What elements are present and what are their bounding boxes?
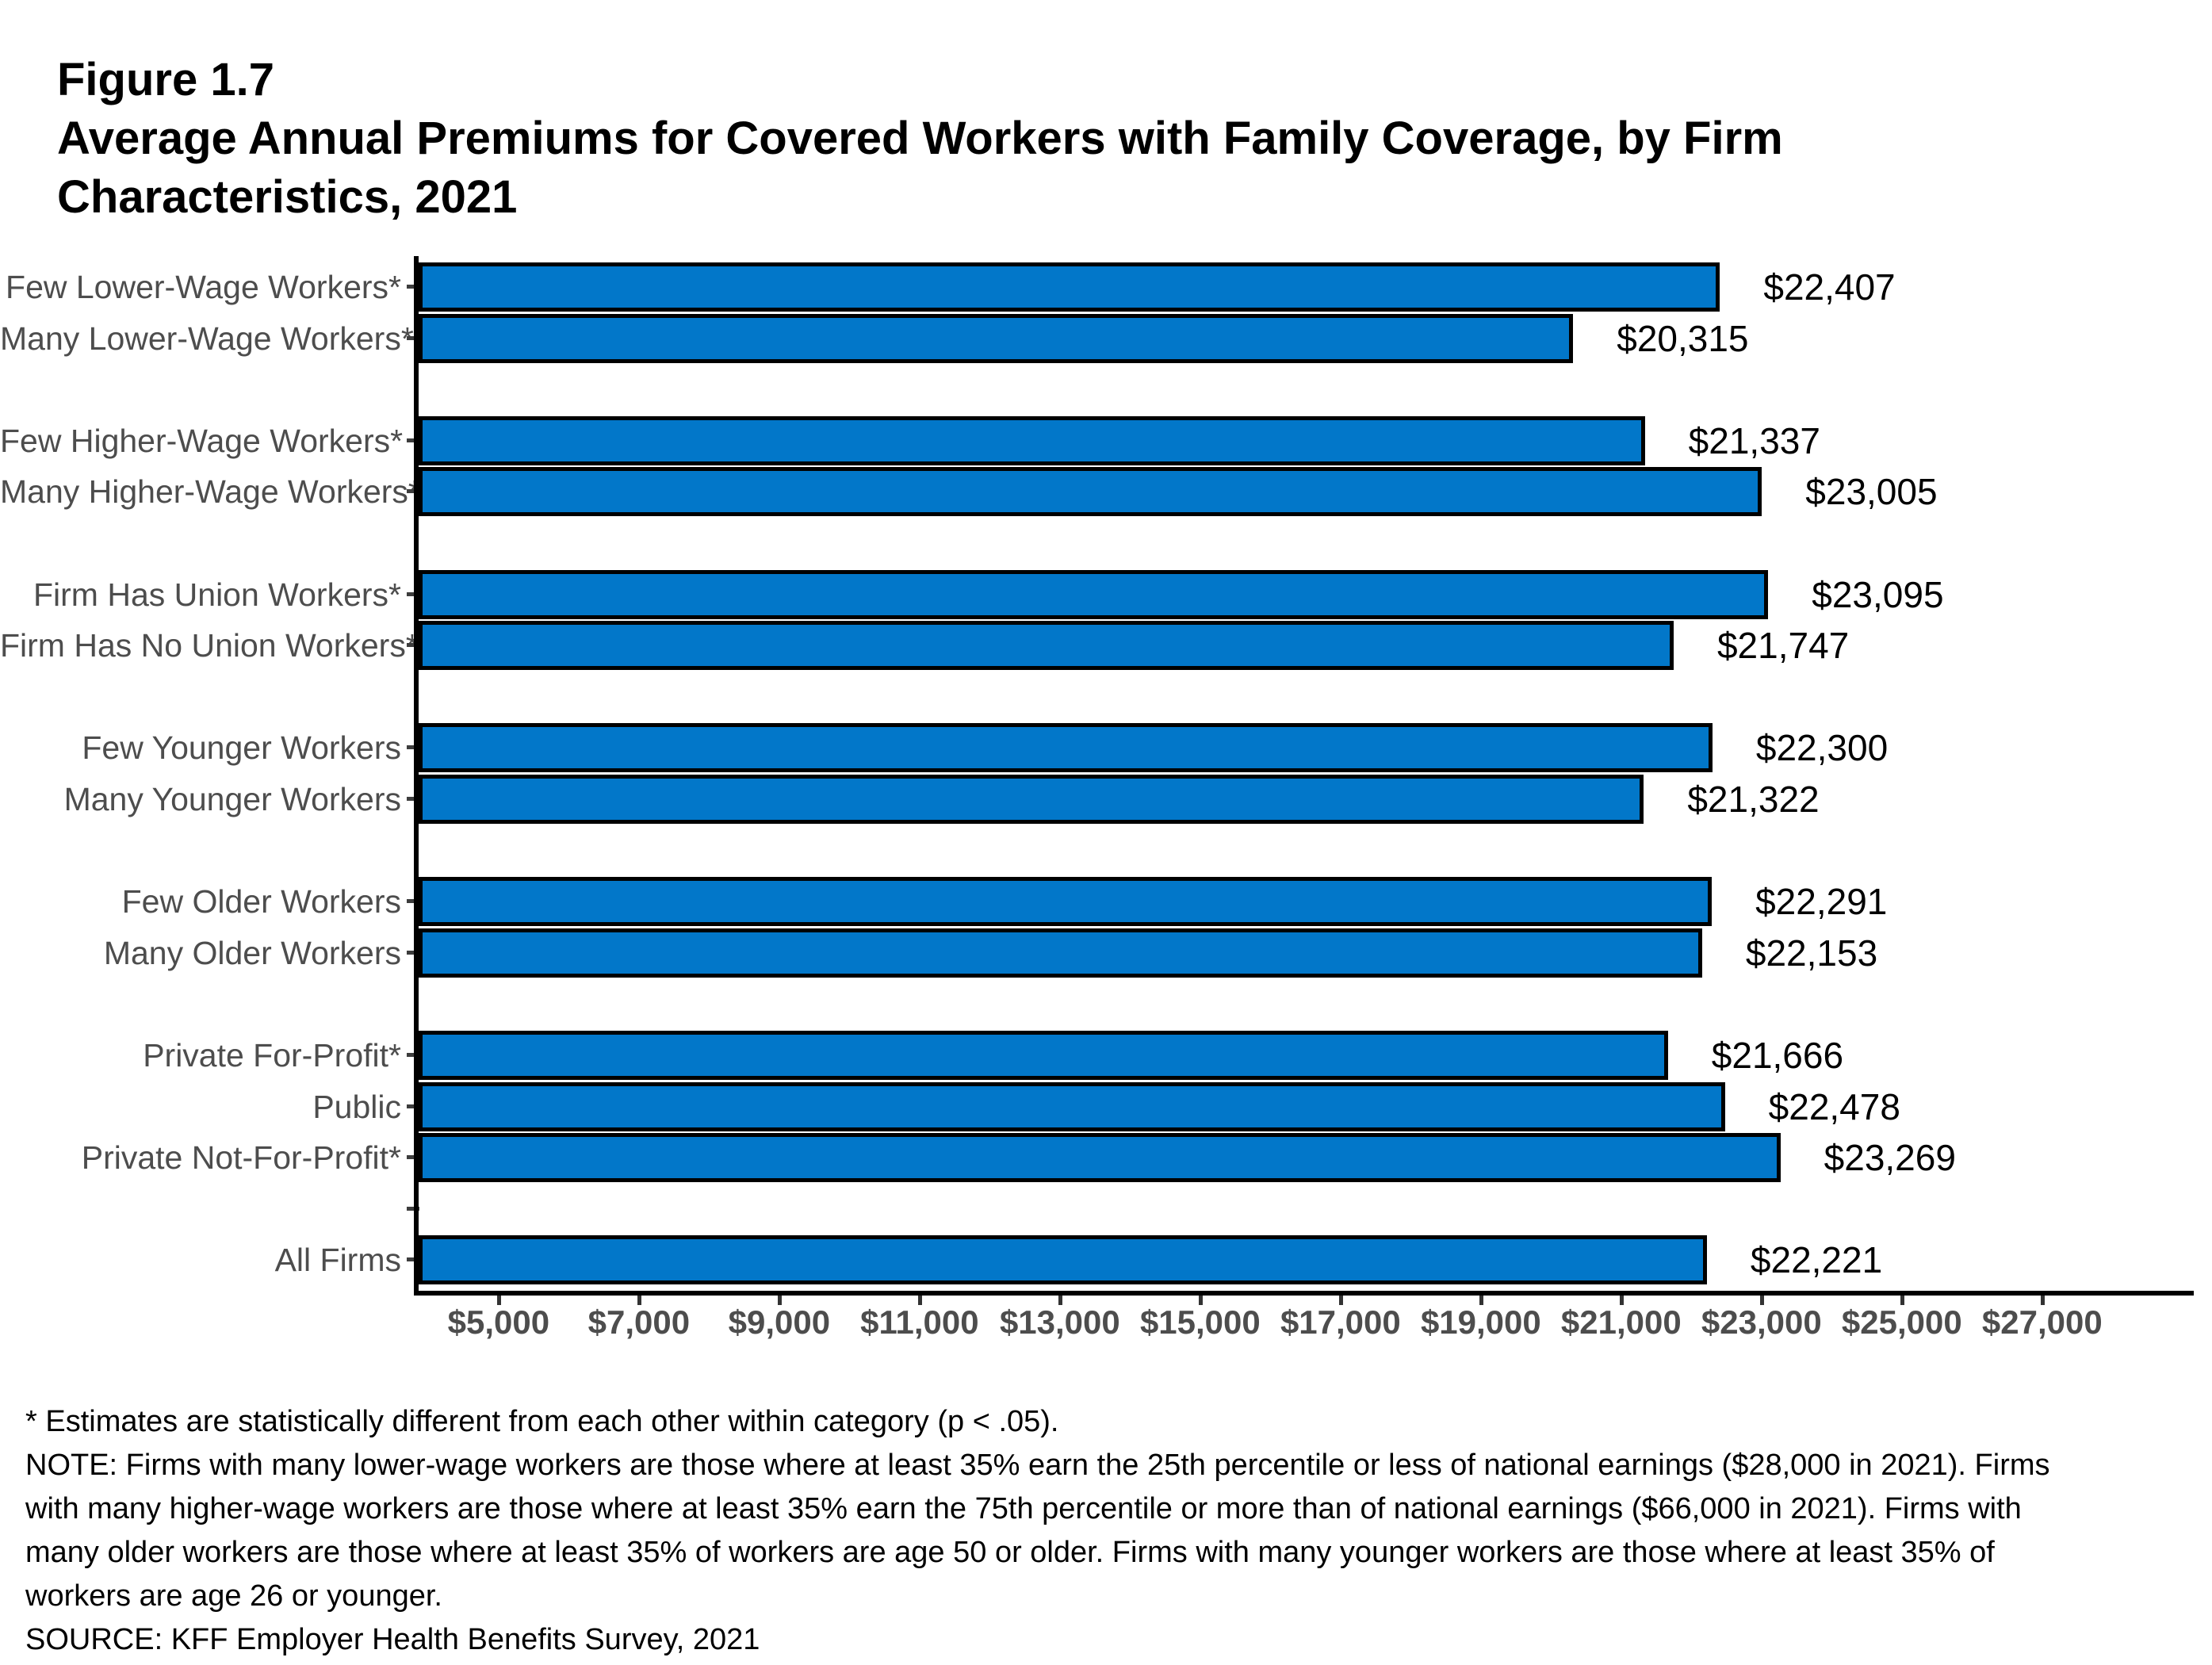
y-axis-tick bbox=[407, 1155, 419, 1160]
x-axis-tick-label: $23,000 bbox=[1701, 1303, 1822, 1341]
footnotes: * Estimates are statistically different … bbox=[25, 1400, 2050, 1662]
x-axis-tick-label: $25,000 bbox=[1841, 1303, 1962, 1341]
x-axis-tick bbox=[1058, 1296, 1062, 1305]
x-axis-tick bbox=[917, 1296, 922, 1305]
category-label: Many Younger Workers bbox=[63, 781, 401, 817]
y-axis-tick bbox=[407, 643, 419, 648]
x-axis-tick-label: $27,000 bbox=[1981, 1303, 2103, 1341]
footnote-note-line3: many older workers are those where at le… bbox=[25, 1536, 1995, 1569]
value-label: $22,221 bbox=[1750, 1239, 1883, 1281]
bar bbox=[419, 877, 1713, 927]
value-label: $21,666 bbox=[1711, 1035, 1844, 1076]
category-label: Few Younger Workers bbox=[82, 729, 401, 767]
bar bbox=[419, 467, 1762, 517]
x-axis-tick-label: $19,000 bbox=[1420, 1303, 1541, 1341]
footnote-source: SOURCE: KFF Employer Health Benefits Sur… bbox=[25, 1623, 760, 1656]
figure-number: Figure 1.7 bbox=[57, 54, 274, 105]
x-axis-tick-label: $7,000 bbox=[587, 1303, 691, 1341]
x-axis-tick bbox=[1338, 1296, 1343, 1305]
footnote-asterisk: * Estimates are statistically different … bbox=[25, 1405, 1059, 1438]
bar bbox=[419, 262, 1720, 312]
y-axis-tick bbox=[407, 745, 419, 750]
value-label: $23,269 bbox=[1824, 1137, 1956, 1179]
y-axis-tick bbox=[407, 285, 419, 289]
bar bbox=[419, 415, 1645, 465]
x-axis-tick-label: $9,000 bbox=[728, 1303, 831, 1341]
figure-title-line2: Characteristics, 2021 bbox=[57, 171, 518, 223]
x-axis-tick bbox=[777, 1296, 782, 1305]
value-label: $21,747 bbox=[1716, 625, 1850, 667]
category-label: Few Higher-Wage Workers* bbox=[0, 422, 404, 459]
bar bbox=[419, 621, 1674, 671]
category-label: Firm Has No Union Workers* bbox=[0, 627, 419, 664]
value-label: $20,315 bbox=[1617, 317, 1749, 359]
category-label: Many Higher-Wage Workers* bbox=[0, 473, 421, 511]
x-axis-line bbox=[414, 1291, 2194, 1296]
x-axis-tick-label: $11,000 bbox=[860, 1303, 979, 1341]
x-axis-tick bbox=[1619, 1296, 1624, 1305]
y-axis-tick bbox=[407, 950, 419, 955]
y-axis-line bbox=[414, 256, 419, 1296]
category-label: All Firms bbox=[274, 1242, 401, 1279]
y-axis-tick bbox=[407, 1053, 419, 1057]
y-axis-tick bbox=[407, 1206, 419, 1211]
x-axis-tick bbox=[496, 1296, 501, 1305]
category-label: Many Older Workers bbox=[103, 934, 401, 971]
footnote-note-line1: NOTE: Firms with many lower-wage workers… bbox=[25, 1449, 2050, 1482]
category-label: Private For-Profit* bbox=[143, 1037, 401, 1074]
footnote-note-line4: workers are age 26 or younger. bbox=[25, 1579, 442, 1613]
value-label: $21,337 bbox=[1688, 419, 1820, 461]
x-axis-tick-label: $17,000 bbox=[1280, 1303, 1401, 1341]
value-label: $22,407 bbox=[1763, 266, 1896, 308]
title-block: Figure 1.7 Average Annual Premiums for C… bbox=[57, 51, 1783, 227]
x-axis-tick bbox=[1900, 1296, 1904, 1305]
y-axis-tick bbox=[407, 797, 419, 801]
bar bbox=[419, 1133, 1781, 1183]
category-label: Firm Has Union Workers* bbox=[33, 576, 401, 613]
x-axis-tick-label: $13,000 bbox=[999, 1303, 1120, 1341]
y-axis-tick bbox=[407, 591, 419, 596]
category-label: Few Older Workers bbox=[121, 883, 401, 921]
x-axis-tick bbox=[1198, 1296, 1203, 1305]
figure-title-line1: Average Annual Premiums for Covered Work… bbox=[57, 113, 1783, 164]
bar bbox=[419, 928, 1702, 978]
value-label: $23,095 bbox=[1812, 573, 1944, 615]
bar bbox=[419, 313, 1574, 363]
y-axis-tick bbox=[407, 1257, 419, 1262]
bar bbox=[419, 569, 1769, 619]
bar bbox=[419, 775, 1644, 824]
y-axis-tick bbox=[407, 438, 419, 442]
value-label: $22,291 bbox=[1755, 881, 1888, 923]
x-axis-tick bbox=[2040, 1296, 2045, 1305]
category-label: Private Not-For-Profit* bbox=[81, 1139, 401, 1177]
value-label: $22,300 bbox=[1755, 727, 1889, 769]
bar bbox=[419, 723, 1713, 773]
bar bbox=[419, 1031, 1668, 1080]
category-label: Many Lower-Wage Workers* bbox=[0, 320, 414, 357]
value-label: $23,005 bbox=[1805, 471, 1938, 513]
bar bbox=[419, 1235, 1707, 1285]
x-axis-tick-label: $15,000 bbox=[1139, 1303, 1261, 1341]
y-axis-tick bbox=[407, 335, 419, 340]
y-axis-tick bbox=[407, 1104, 419, 1108]
x-axis-tick bbox=[1479, 1296, 1483, 1305]
category-label: Public bbox=[312, 1088, 401, 1125]
y-axis-tick bbox=[407, 899, 419, 904]
value-label: $22,478 bbox=[1768, 1085, 1900, 1127]
x-axis-tick-label: $5,000 bbox=[447, 1303, 550, 1341]
category-label: Few Lower-Wage Workers* bbox=[6, 269, 401, 305]
bar bbox=[419, 1081, 1725, 1131]
value-label: $22,153 bbox=[1745, 932, 1878, 974]
footnote-note-line2: with many higher-wage workers are those … bbox=[25, 1492, 2022, 1525]
x-axis-tick bbox=[637, 1296, 641, 1305]
x-axis-tick bbox=[1759, 1296, 1764, 1305]
y-axis-tick bbox=[407, 489, 419, 494]
x-axis-tick-label: $21,000 bbox=[1560, 1303, 1682, 1341]
value-label: $21,322 bbox=[1687, 779, 1820, 820]
